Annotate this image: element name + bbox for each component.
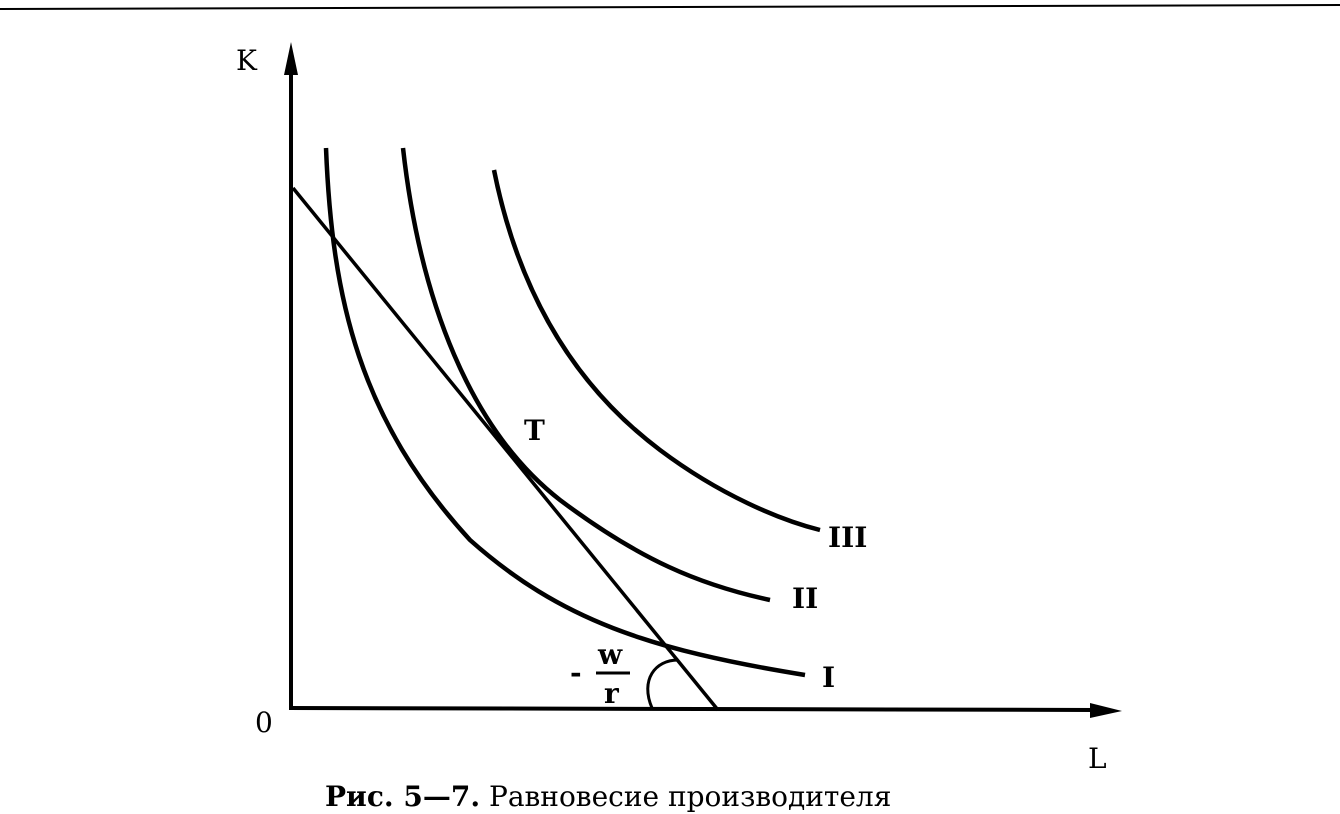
isoquant-I [323,147,806,678]
figure-caption: Рис. 5—7. Равновесие производителя [325,780,891,813]
slope-numerator: w [597,638,623,671]
l-axis-label: L [1088,742,1107,775]
isoquant-label-II: II [792,582,818,615]
l-axis-arrow [1090,703,1122,718]
angle-arc [646,658,679,709]
isoquant-II [400,147,771,603]
k-axis-label: K [236,44,258,77]
l-axis [288,706,1096,712]
isoquant-label-III: III [828,521,867,554]
top-border-line [0,4,1340,10]
caption-text: Равновесие производителя [480,780,891,813]
isoquant-III [491,169,821,533]
isocost-line [291,186,720,712]
slope-sign: - [570,656,582,689]
k-axis-arrow [284,42,298,75]
slope-denominator: r [604,677,620,710]
origin-label: 0 [255,706,273,739]
isoquant-label-I: I [822,661,835,694]
tangency-label: T [524,414,545,447]
caption-prefix: Рис. 5—7. [325,780,480,813]
